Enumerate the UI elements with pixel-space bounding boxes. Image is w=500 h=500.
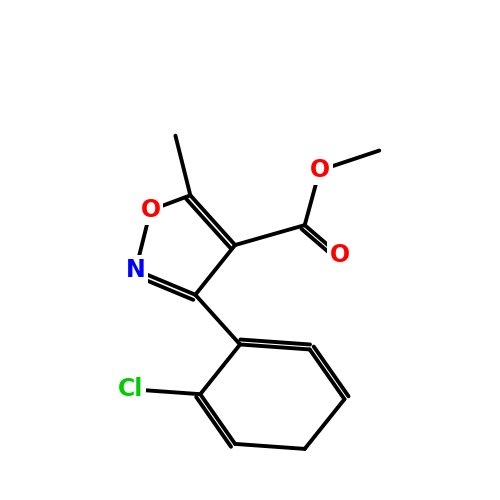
Text: Cl: Cl bbox=[118, 377, 144, 401]
Text: O: O bbox=[330, 243, 349, 267]
Text: O: O bbox=[140, 198, 160, 222]
Text: O: O bbox=[310, 158, 330, 182]
Text: N: N bbox=[126, 258, 146, 282]
